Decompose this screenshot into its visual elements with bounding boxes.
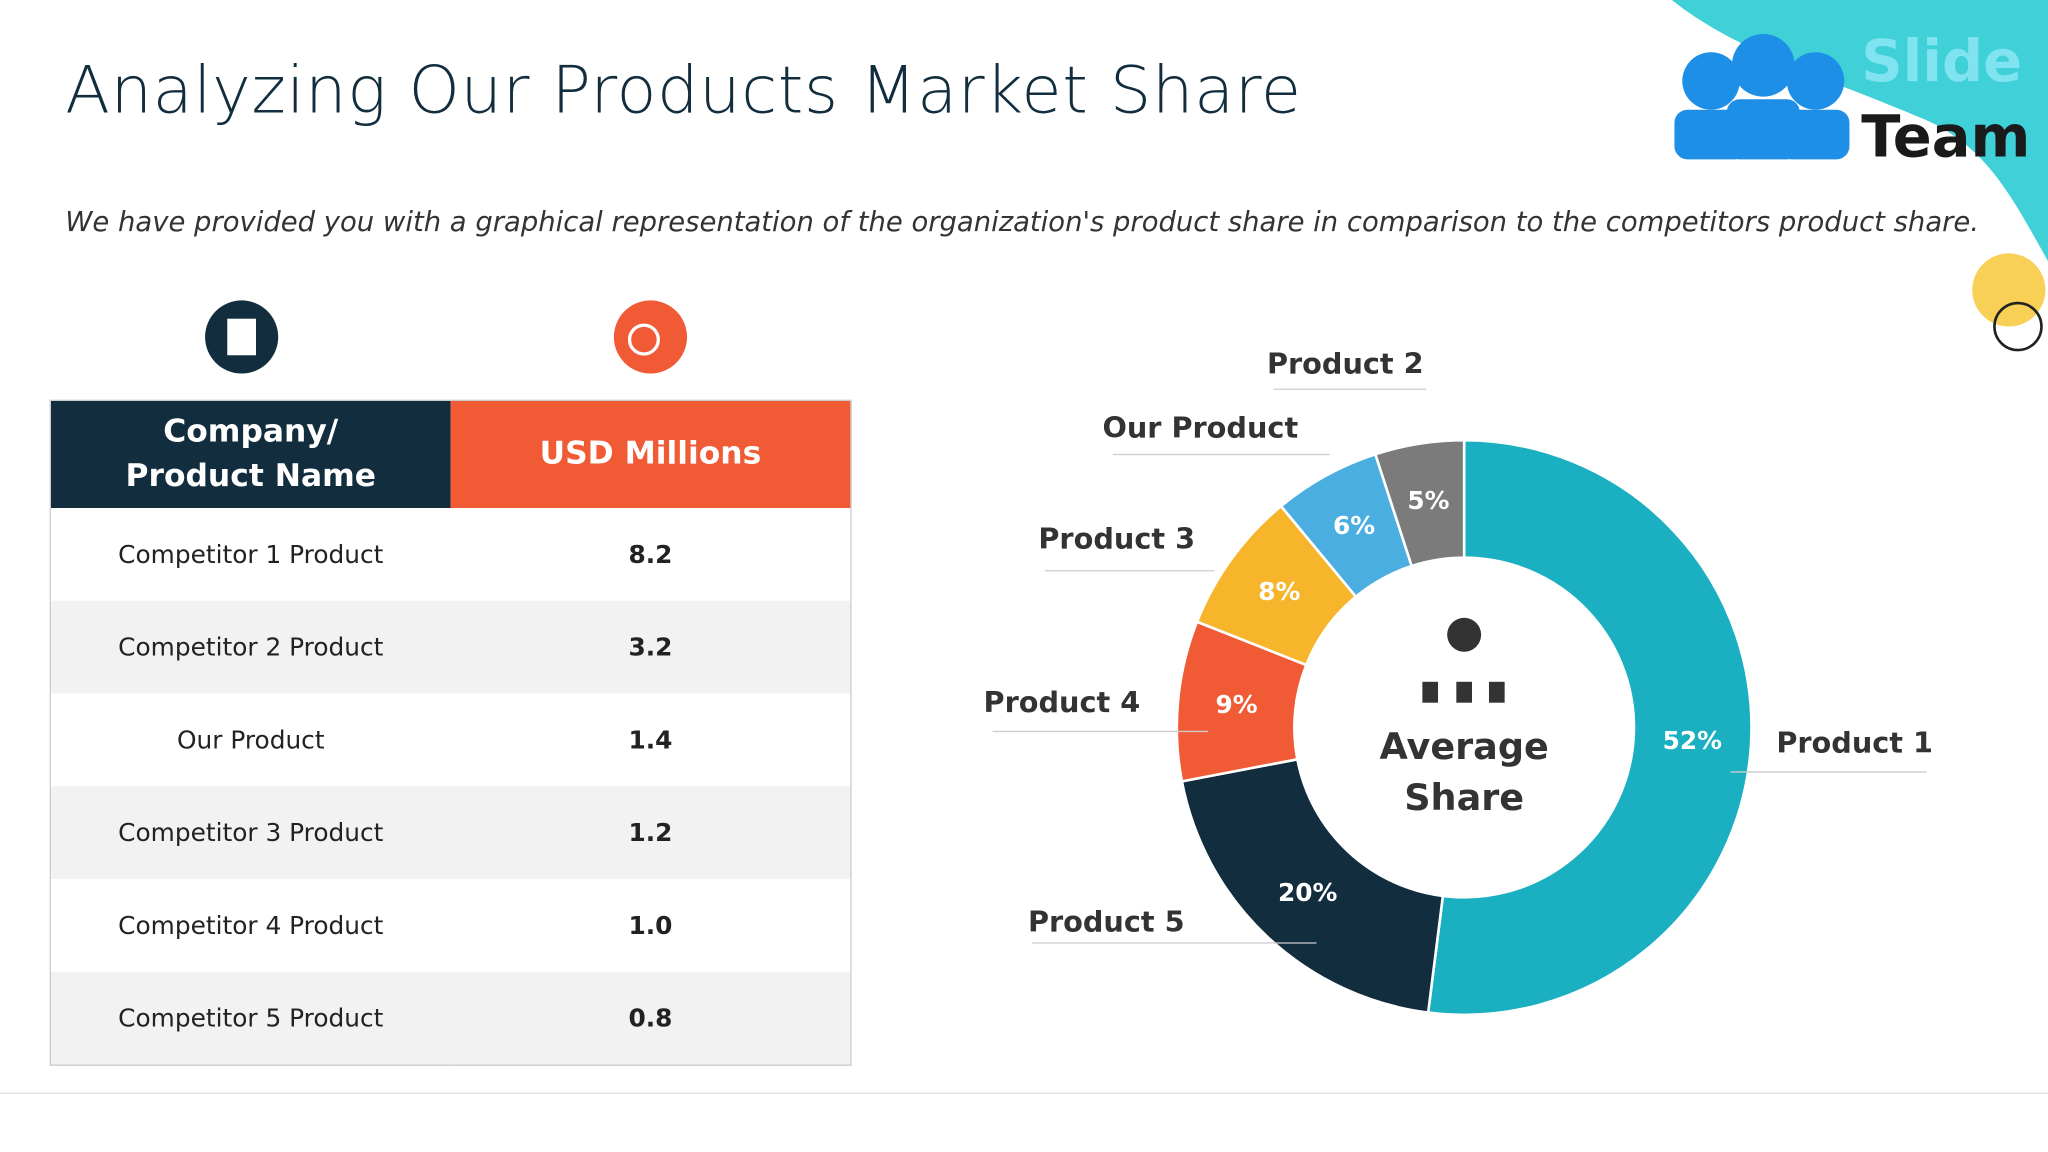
table-cell: 3.2: [450, 600, 851, 694]
category-label: Product 2: [1267, 347, 1424, 381]
logo-text: Team: [1861, 104, 2031, 172]
table-row: Competitor 1 Product 8.2: [50, 508, 851, 601]
table-row: Competitor 3 Product 1.2: [50, 786, 851, 880]
table-cell: Competitor 5 Product: [50, 971, 451, 1066]
value-label: 6%: [1333, 511, 1375, 540]
column-header: Company/ Product Name: [50, 400, 451, 509]
table-cell: 1.2: [450, 786, 851, 880]
stripe-circle: [1972, 253, 2046, 327]
category-label: Product 3: [1038, 522, 1195, 556]
table-row: Competitor 2 Product 3.2: [50, 600, 851, 694]
table-cell: Competitor 4 Product: [50, 879, 451, 972]
table-cell: Competitor 1 Product: [50, 508, 451, 601]
value-label: 8%: [1258, 577, 1300, 606]
money-icon: [627, 323, 660, 356]
title: Analyzing Our Products Market Share: [65, 52, 1302, 128]
ring: [1993, 301, 2043, 352]
table-cell: 8.2: [450, 508, 851, 601]
table-cell: 0.8: [450, 971, 851, 1066]
logo-text: Slide: [1861, 28, 2023, 96]
center-label: Average Share: [1379, 724, 1549, 820]
value-label: 9%: [1216, 690, 1258, 719]
building-icon: [227, 318, 256, 356]
share-icon: [1422, 681, 1505, 703]
donut-slice: [1426, 438, 1753, 1017]
logo-icon: [1674, 33, 1850, 160]
value-label: 5%: [1407, 486, 1449, 515]
share-icon: [1447, 617, 1482, 652]
table-row: Our Product 1.4: [50, 693, 851, 787]
money-icon: [613, 300, 688, 374]
category-label: Product 5: [1028, 904, 1185, 938]
category-label: Product 4: [984, 685, 1141, 719]
category-label: Our Product: [1102, 411, 1298, 445]
subtitle: We have provided you with a graphical re…: [65, 206, 1979, 238]
table-cell: Competitor 3 Product: [50, 786, 451, 880]
donut-slice: [1373, 438, 1466, 568]
table-row: Competitor 5 Product 0.8: [50, 971, 851, 1066]
value-label: 20%: [1278, 878, 1338, 907]
table-row: Competitor 4 Product 1.0: [50, 879, 851, 972]
corner-blob: [1671, 0, 2048, 262]
table-cell: 1.4: [450, 693, 851, 787]
table-cell: Our Product: [50, 693, 451, 787]
table-cell: Competitor 2 Product: [50, 600, 451, 694]
value-label: 52%: [1663, 726, 1723, 755]
category-label: Product 1: [1776, 725, 1933, 759]
table-cell: 1.0: [450, 879, 851, 972]
donut-slice: [1180, 757, 1445, 1015]
column-header: USD Millions: [450, 400, 851, 509]
table: Company/ Product Name USD Millions Compe…: [49, 399, 852, 1066]
